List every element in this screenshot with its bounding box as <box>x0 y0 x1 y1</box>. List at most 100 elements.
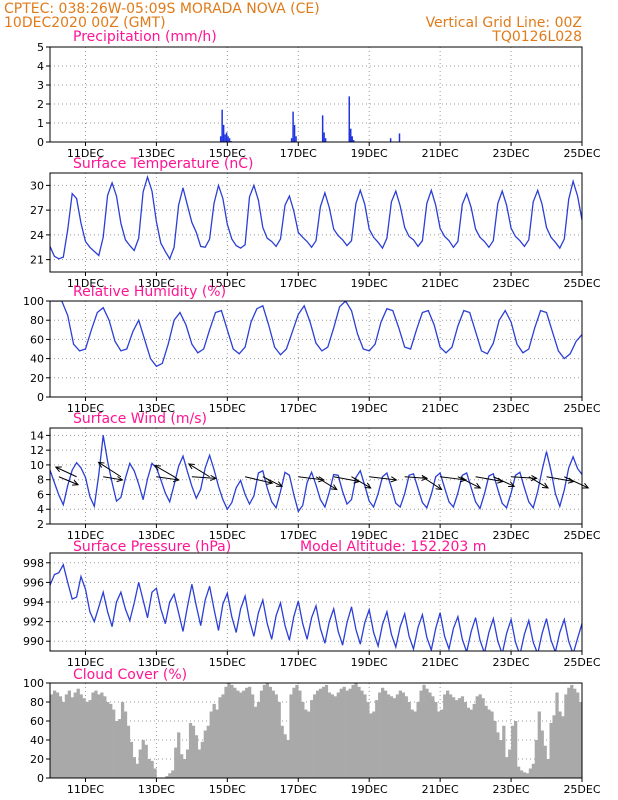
wind-arrow-shaft <box>457 476 481 489</box>
wind-point <box>133 470 135 472</box>
wind-wind-arrow <box>262 476 284 487</box>
wind-arrow-shaft <box>154 465 175 478</box>
cloud-bar <box>301 702 305 778</box>
cloud-bar <box>472 703 476 778</box>
pressure-point <box>213 608 215 610</box>
temp-point <box>133 250 135 251</box>
pressure-point <box>502 654 503 655</box>
cloud-bar <box>481 698 485 778</box>
rh-point <box>79 350 80 352</box>
pressure-point <box>408 635 410 637</box>
temp-point <box>284 204 286 206</box>
rh-point <box>492 342 494 344</box>
temp-ytick-label: 21 <box>30 254 44 267</box>
wind-point <box>306 482 308 484</box>
cloud-bar <box>50 694 54 778</box>
wind-arrow-head <box>116 476 124 483</box>
wind-point <box>226 508 228 510</box>
cloud-bar <box>549 722 553 778</box>
pressure-title: Surface Pressure (hPa) <box>73 539 231 555</box>
cloud-bar <box>392 698 397 778</box>
cloud-bar <box>209 711 213 778</box>
cloud-bar <box>304 709 308 778</box>
temp-xtick-label: 19DEC <box>351 277 388 290</box>
cloud-ytick-label: 60 <box>30 715 44 728</box>
temp-point <box>382 247 383 249</box>
temp-point <box>555 241 556 243</box>
cloud-bar <box>177 732 181 778</box>
temp-point <box>528 239 530 241</box>
pressure-point <box>373 631 375 633</box>
wind-ytick-label: 2 <box>37 518 44 531</box>
pressure-point <box>523 633 525 635</box>
precip-ytick-label: 1 <box>37 117 44 130</box>
temp-point <box>151 190 153 192</box>
temp-point <box>488 246 490 248</box>
precip-ytick-label: 4 <box>37 60 44 73</box>
pressure-point <box>129 620 131 622</box>
pressure-point <box>390 633 392 635</box>
wind-arrow-shaft <box>244 476 273 484</box>
precip-title: Precipitation (mm/h) <box>73 29 217 45</box>
wind-point <box>311 471 312 473</box>
wind-ytick-label: 14 <box>30 429 44 442</box>
temp-point <box>386 237 388 239</box>
temp-point <box>191 222 193 223</box>
rh-ytick-label: 20 <box>30 372 44 385</box>
rh-point <box>368 350 370 352</box>
pressure-point <box>515 641 516 643</box>
wind-point <box>71 469 73 471</box>
wind-point <box>138 483 140 485</box>
precip-ytick-label: 0 <box>37 136 44 149</box>
pressure-point <box>93 621 95 622</box>
wind-point <box>200 488 202 490</box>
pressure-point <box>191 583 193 585</box>
cloud-bar <box>434 702 438 778</box>
wind-point <box>333 474 335 475</box>
cloud-xtick-label: 17DEC <box>280 783 317 796</box>
temp-point <box>364 203 366 205</box>
cloud-bar <box>76 688 80 778</box>
wind-point <box>76 462 77 464</box>
rh-point <box>487 353 488 355</box>
wind-arrow-head <box>474 482 482 489</box>
wind-point <box>346 503 348 505</box>
wind-point <box>293 494 295 495</box>
pressure-point <box>359 643 361 645</box>
rh-series-line <box>50 301 582 368</box>
cloud-bar <box>123 711 128 778</box>
wind-point <box>439 472 441 474</box>
temp-point <box>373 236 375 238</box>
wind-point <box>147 478 148 480</box>
wind-point <box>337 474 339 476</box>
wind-arrow-shaft <box>351 476 371 489</box>
cloud-bar <box>126 725 131 778</box>
wind-point <box>160 479 162 481</box>
temp-point <box>293 210 295 212</box>
wind-point <box>355 477 357 478</box>
wind-point <box>506 507 508 509</box>
wind-arrow-shaft <box>191 476 216 479</box>
cloud-xtick-label: 11DEC <box>67 783 104 796</box>
wind-arrow-head <box>541 482 549 489</box>
wind-point <box>519 471 521 473</box>
cloud-bar <box>514 721 518 778</box>
rh-ytick-label: 0 <box>37 391 44 404</box>
precip-bar <box>227 136 229 142</box>
cloud-bar <box>528 768 533 778</box>
temp-point <box>395 190 397 192</box>
cloud-bar <box>316 690 320 778</box>
cloud-bar <box>428 692 432 778</box>
pressure-point <box>368 609 370 611</box>
wind-point <box>315 484 317 486</box>
cloud-bar <box>534 740 538 778</box>
precip-bar <box>349 128 352 142</box>
cloud-bar <box>212 703 216 778</box>
cloud-bar <box>262 684 267 778</box>
wind-arrow-shaft <box>369 476 397 481</box>
cloud-bar <box>318 688 323 778</box>
wind-point <box>386 472 388 474</box>
cloud-bar <box>366 702 370 778</box>
rh-point <box>297 314 299 315</box>
cloud-bar <box>268 686 272 778</box>
